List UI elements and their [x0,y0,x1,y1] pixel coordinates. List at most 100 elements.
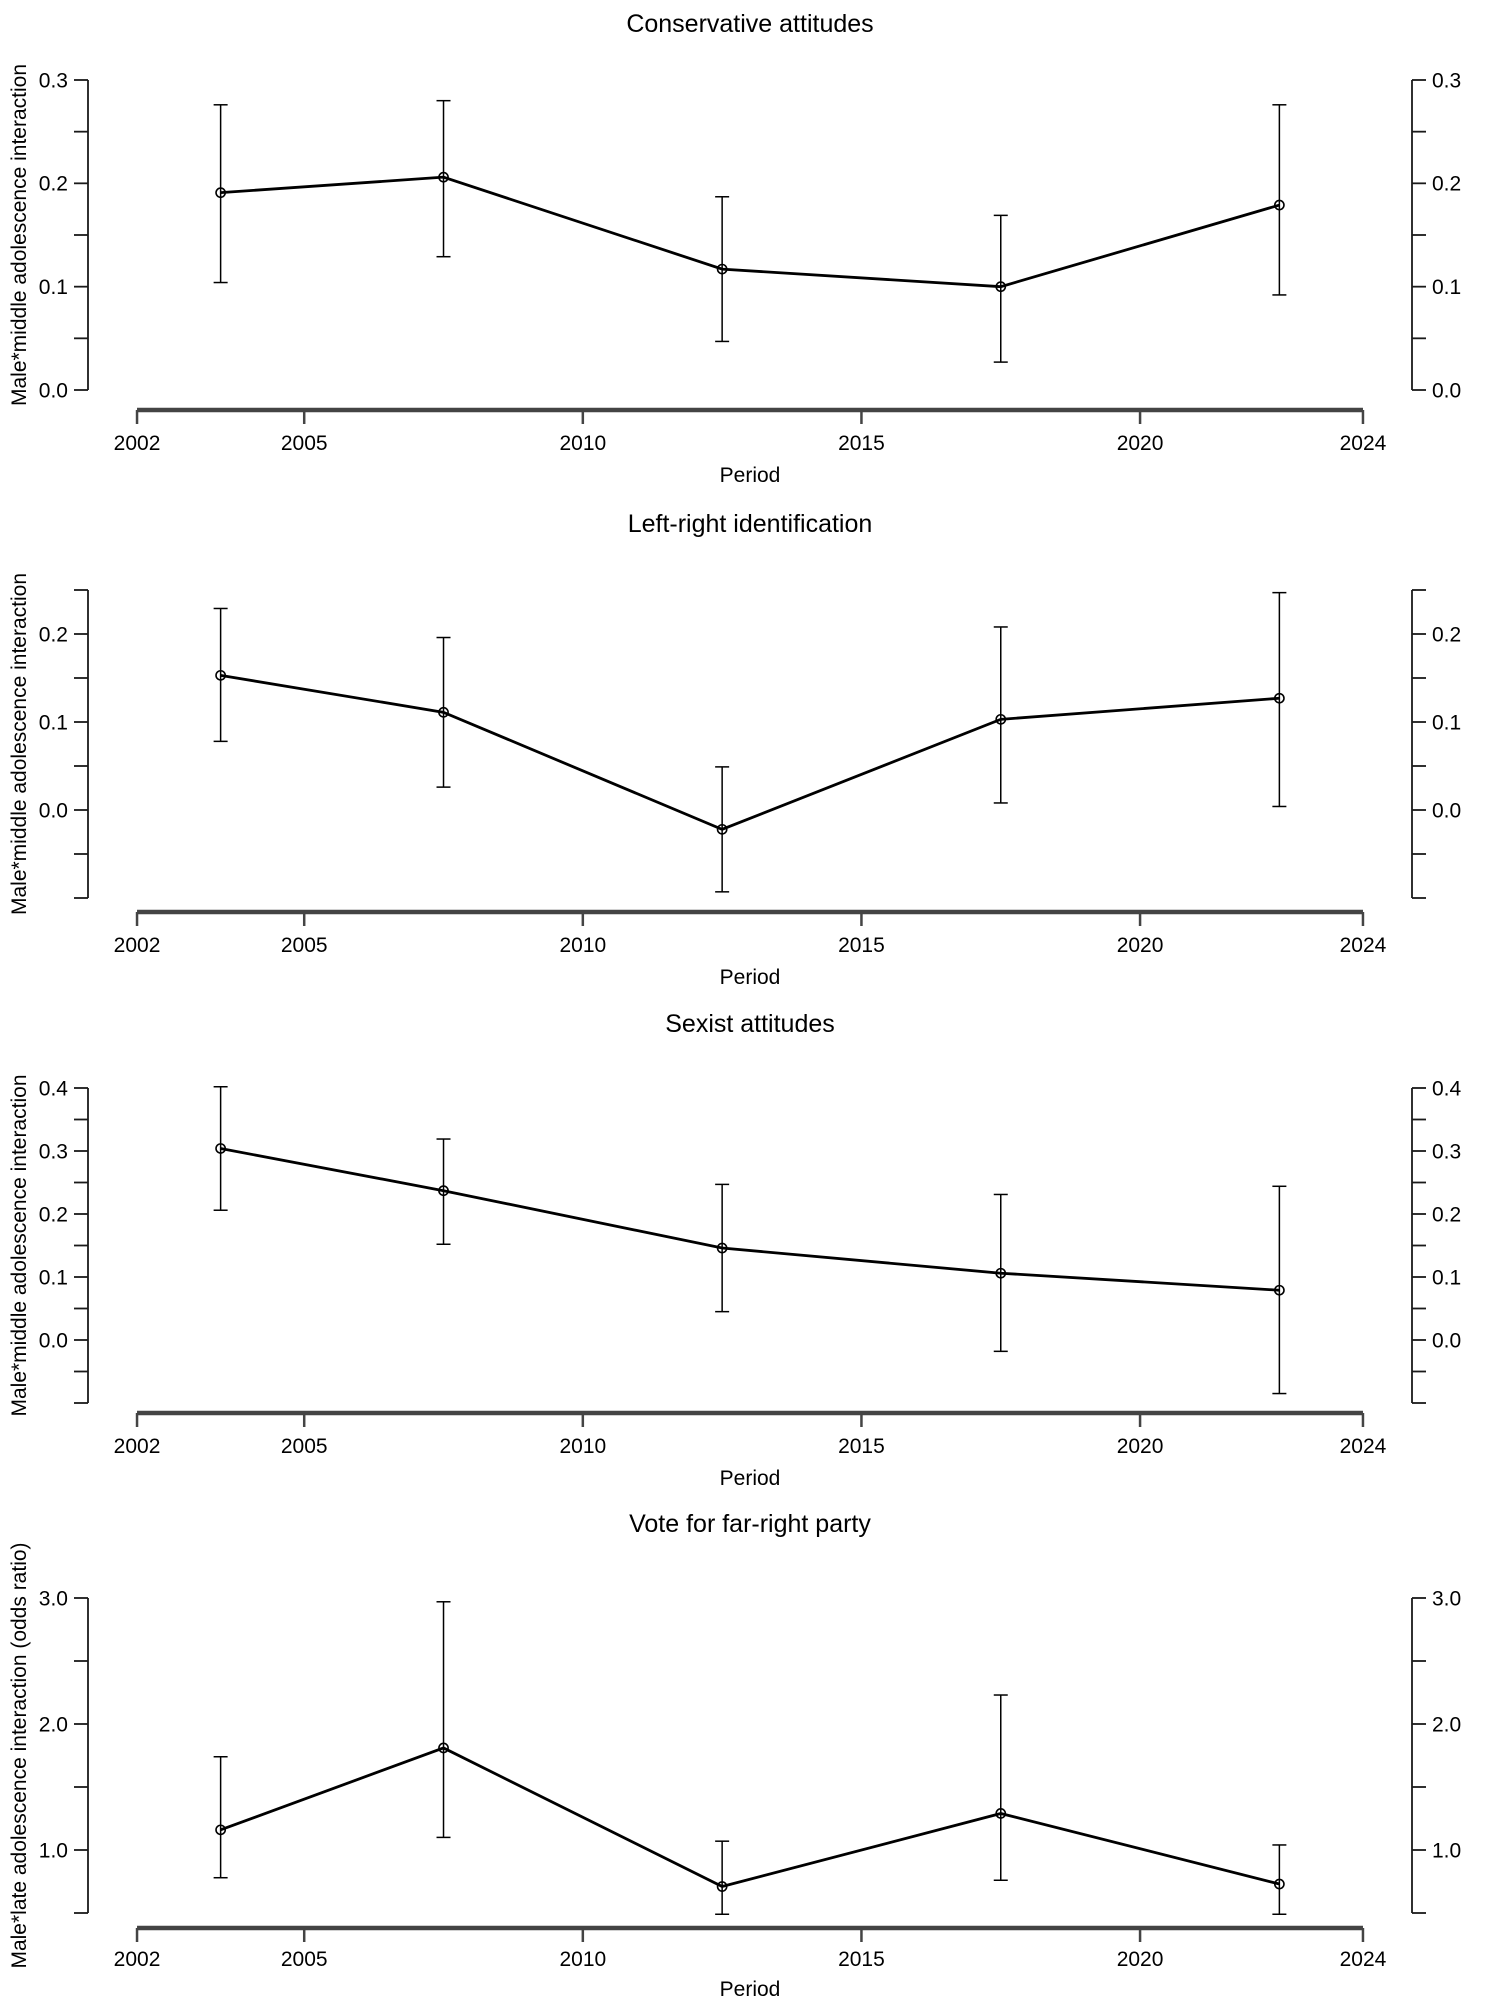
data-point [995,1267,1007,1279]
y-tick-label-right: 0.2 [1432,1203,1461,1226]
data-point [716,1242,728,1254]
y-tick-label-right: 0.1 [1432,711,1461,734]
y-tick-label-right: 0.1 [1432,276,1461,299]
error-bar [993,1694,1008,1881]
y-tick-label-left: 0.0 [39,379,68,402]
x-tick-label: 2020 [1117,934,1164,957]
data-point [438,1742,449,1754]
x-tick-label: 2002 [114,1948,161,1971]
x-tick-label: 2020 [1117,1435,1164,1458]
x-tick-label: 2010 [559,934,606,957]
x-tick-label: 2005 [281,1435,328,1458]
data-point [716,1881,728,1892]
y-tick-label-right: 0.3 [1432,1140,1461,1163]
x-axis-title: Period [720,464,781,487]
y-axis-title: Male*middle adolescence interaction [8,1074,31,1416]
panel-vote-far-right-party: Vote for far-right party 2002 2005 2010 2015… [0,1500,1500,2001]
x-tick-label: 2015 [838,934,885,957]
error-bar [715,1840,730,1916]
y-tick-label-left: 0.0 [39,799,68,822]
y-tick-label-right: 0.2 [1432,623,1461,646]
y-tick-label-right: 0.0 [1432,379,1461,402]
error-bar [213,607,228,743]
error-bar [436,99,451,258]
y-tick-label-left: 0.4 [39,1077,69,1100]
x-tick-label: 2010 [559,432,606,455]
data-point [995,713,1007,725]
data-point [1273,692,1285,704]
series-line [220,1147,1280,1292]
x-tick-label: 2002 [114,1435,161,1458]
chart-canvas: Conservative attitudes 2002 2005 2010 2015 20… [8,10,1461,487]
chart-title: Vote for far-right party [629,1510,871,1538]
y-tick-label-right: 0.0 [1432,1329,1461,1352]
y-tick-label-right: 1.0 [1432,1839,1461,1862]
y-tick-label-left: 0.1 [39,711,68,734]
panel-left-right-identification: Left-right identification 2002 2005 2010 201… [0,500,1500,1000]
x-tick-label: 2002 [114,934,161,957]
x-tick-label: 2024 [1340,432,1387,455]
error-bar [993,214,1008,363]
data-point [438,706,449,718]
x-tick-label: 2015 [838,1948,885,1971]
chart-canvas: Sexist attitudes 2002 2005 2010 2015 2020 2024… [8,1010,1462,1490]
data-point [716,263,728,275]
data-point [1273,199,1285,211]
x-tick-label: 2024 [1340,1435,1387,1458]
error-bar [436,1601,451,1839]
data-point [215,1143,227,1154]
chart-title: Left-right identification [628,510,873,538]
series-line [220,175,1280,289]
y-tick-label-left: 0.2 [39,1203,68,1226]
y-tick-label-right: 2.0 [1432,1713,1461,1736]
x-tick-label: 2020 [1117,1948,1164,1971]
data-point [438,1185,449,1197]
y-tick-label-left: 0.0 [39,1329,68,1352]
x-axis-title: Period [720,1467,781,1490]
y-tick-label-right: 0.1 [1432,1266,1461,1289]
data-point [215,669,227,681]
data-point [438,171,449,183]
chart-canvas: Vote for far-right party 2002 2005 2010 2015… [8,1510,1461,2001]
x-tick-label: 2005 [281,1948,328,1971]
y-tick-label-right: 0.2 [1432,173,1461,196]
data-point [716,823,728,835]
data-point [1273,1284,1285,1296]
x-tick-label: 2005 [281,934,328,957]
y-tick-label-left: 3.0 [39,1587,68,1610]
error-bar [213,1756,228,1879]
y-axis-title: Male*late adolescence interaction (odds … [8,1542,31,1968]
x-tick-label: 2002 [114,432,161,455]
x-tick-label: 2024 [1340,1948,1387,1971]
data-point [1273,1878,1285,1890]
y-tick-label-left: 0.1 [39,276,68,299]
data-point [995,1808,1007,1819]
x-tick-label: 2005 [281,432,328,455]
y-tick-label-left: 0.2 [39,623,68,646]
x-tick-label: 2010 [559,1948,606,1971]
y-tick-label-right: 0.0 [1432,799,1461,822]
y-tick-label-left: 0.2 [39,173,68,196]
y-tick-label-left: 0.3 [39,1140,68,1163]
x-tick-label: 2015 [838,1435,885,1458]
series-line [220,1746,1280,1889]
y-tick-label-left: 1.0 [39,1839,68,1862]
panel-sexist-attitudes: Sexist attitudes 2002 2005 2010 2015 2020 2024… [0,1000,1500,1500]
x-axis-title: Period [720,966,781,989]
data-point [215,187,227,199]
error-bar [213,104,228,284]
chart-title: Conservative attitudes [626,10,873,38]
x-axis-title: Period [720,1978,781,2000]
chart-canvas: Left-right identification 2002 2005 2010 201… [8,510,1461,989]
x-tick-label: 2015 [838,432,885,455]
x-tick-label: 2024 [1340,934,1387,957]
x-tick-label: 2020 [1117,432,1164,455]
y-tick-label-left: 2.0 [39,1713,68,1736]
y-tick-label-right: 0.3 [1432,69,1461,92]
y-axis-title: Male*middle adolescence interaction [8,573,31,915]
chart-title: Sexist attitudes [665,1010,835,1038]
y-axis-title: Male*middle adolescence interaction [8,64,31,406]
x-tick-label: 2010 [559,1435,606,1458]
data-point [995,281,1007,293]
